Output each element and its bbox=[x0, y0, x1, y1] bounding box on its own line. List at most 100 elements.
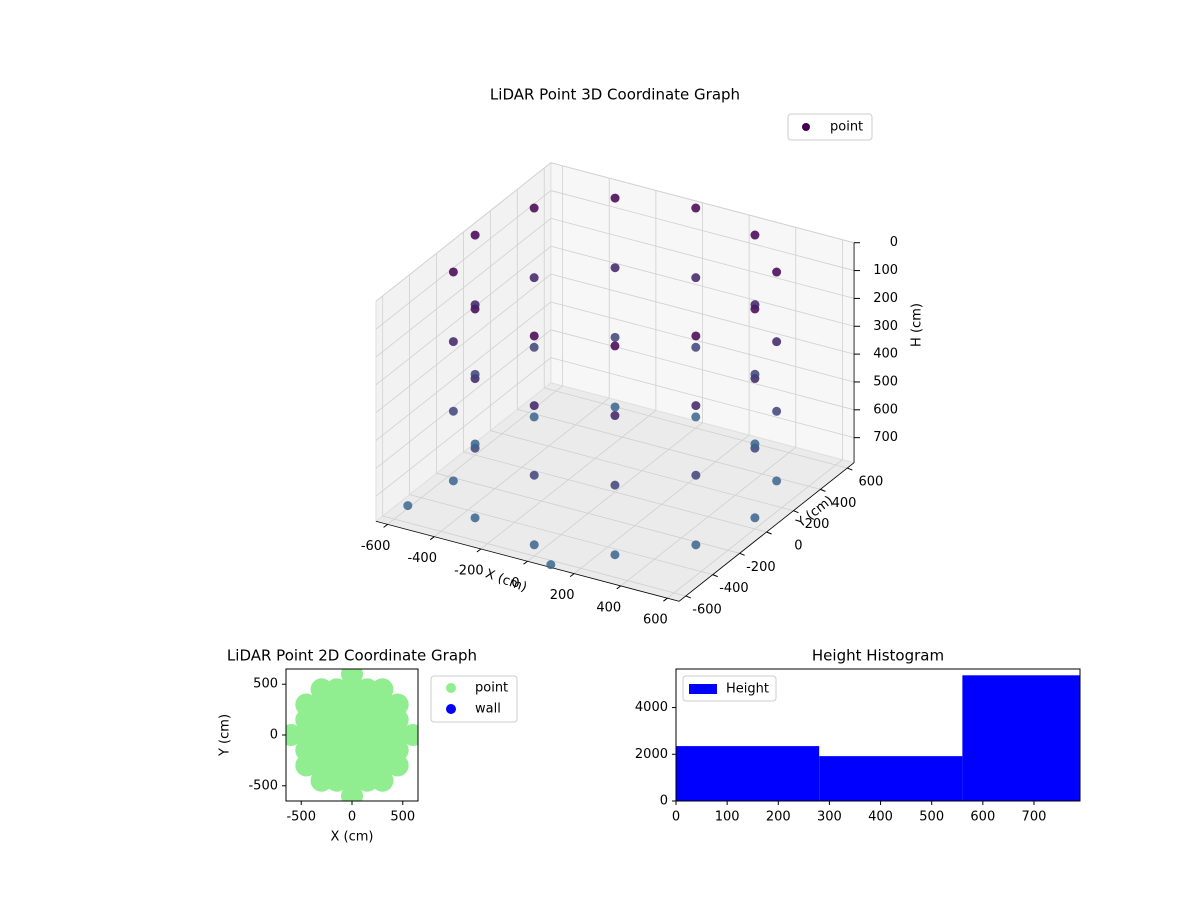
x-axis bbox=[375, 520, 680, 602]
point bbox=[448, 267, 458, 277]
x-tick bbox=[523, 560, 528, 565]
legend-label: Height bbox=[726, 682, 769, 697]
point bbox=[691, 412, 701, 422]
grid-line bbox=[382, 515, 686, 597]
point bbox=[470, 230, 480, 240]
legend-marker bbox=[446, 683, 456, 693]
point bbox=[371, 678, 394, 701]
point bbox=[356, 769, 379, 792]
grid-line bbox=[550, 301, 855, 383]
legend-box bbox=[787, 113, 873, 141]
z-tick-label: 600 bbox=[873, 402, 898, 417]
x-tick-label: 700 bbox=[1022, 810, 1047, 825]
x-tick bbox=[429, 536, 435, 541]
y-axis bbox=[678, 462, 855, 602]
point bbox=[341, 769, 363, 792]
grid-line bbox=[375, 357, 552, 497]
point bbox=[356, 693, 379, 716]
y-tick-label: 500 bbox=[253, 677, 278, 692]
grid-line bbox=[550, 329, 855, 411]
point bbox=[295, 708, 318, 731]
grid-line bbox=[550, 245, 855, 327]
point bbox=[470, 513, 480, 523]
grid-line bbox=[550, 357, 855, 439]
grid-line bbox=[375, 162, 552, 302]
point bbox=[610, 550, 620, 560]
z-tick-label: 400 bbox=[873, 347, 898, 362]
x-axis-label: X (cm) bbox=[331, 830, 374, 845]
point bbox=[750, 230, 760, 240]
chart-title: LiDAR Point 2D Coordinate Graph bbox=[227, 647, 477, 665]
point bbox=[310, 739, 333, 762]
point bbox=[310, 724, 333, 746]
point bbox=[529, 331, 539, 341]
chart-2d: point wall -500 0 500 -500 0 500 X (cm) Y (cm) LiD… bbox=[218, 647, 518, 845]
z-tick-label: 500 bbox=[873, 374, 898, 389]
x-tick-label: -400 bbox=[407, 551, 437, 566]
grid-line bbox=[409, 494, 713, 576]
bar bbox=[676, 746, 820, 801]
grid-line bbox=[490, 430, 794, 512]
point bbox=[386, 724, 409, 746]
y-tick-label: 200 bbox=[805, 517, 830, 532]
z-tick-label: 100 bbox=[873, 263, 898, 278]
point bbox=[325, 769, 348, 792]
y-tick bbox=[793, 510, 799, 514]
point bbox=[691, 273, 701, 283]
x-tick bbox=[476, 548, 482, 553]
point bbox=[325, 693, 348, 716]
y-tick bbox=[685, 595, 691, 599]
x-tick-label: -200 bbox=[454, 563, 484, 578]
y-tick bbox=[712, 574, 718, 578]
x-tick bbox=[616, 585, 622, 590]
point bbox=[356, 708, 379, 731]
point bbox=[529, 342, 539, 352]
x-tick-label: 0 bbox=[511, 576, 519, 591]
point bbox=[772, 406, 782, 416]
point bbox=[371, 708, 394, 731]
y-tick-label: 0 bbox=[794, 539, 802, 554]
grid-line bbox=[436, 472, 740, 554]
x-tick-label: 0 bbox=[348, 810, 356, 825]
point bbox=[310, 708, 333, 731]
point bbox=[295, 693, 318, 716]
point bbox=[356, 754, 379, 777]
point bbox=[295, 724, 318, 746]
point bbox=[371, 769, 394, 792]
grid-line bbox=[550, 273, 855, 355]
point bbox=[610, 402, 620, 412]
y-tick-label: 0 bbox=[270, 728, 278, 743]
legend-marker bbox=[446, 704, 456, 714]
point bbox=[470, 300, 480, 310]
chart-title: Height Histogram bbox=[812, 647, 944, 665]
point bbox=[750, 513, 760, 523]
point bbox=[371, 724, 394, 746]
point bbox=[750, 439, 760, 449]
point bbox=[310, 754, 333, 777]
point bbox=[295, 739, 318, 762]
point bbox=[691, 342, 701, 352]
x-tick-label: -500 bbox=[286, 810, 316, 825]
point bbox=[341, 739, 363, 762]
point bbox=[325, 739, 348, 762]
axes-frame bbox=[675, 668, 1081, 802]
x-tick bbox=[663, 597, 668, 602]
y-tick bbox=[847, 467, 853, 471]
legend-label: point bbox=[830, 120, 863, 135]
point bbox=[529, 203, 539, 213]
chart-3d: -600-400-2000200400600-600-400-200020040… bbox=[361, 86, 925, 628]
x-tick-label: 200 bbox=[766, 810, 791, 825]
point bbox=[610, 480, 620, 490]
point bbox=[286, 724, 303, 746]
legend-label: point bbox=[475, 681, 508, 696]
point bbox=[610, 341, 620, 351]
point bbox=[341, 669, 363, 686]
point bbox=[401, 724, 418, 746]
x-tick-label: 600 bbox=[643, 613, 668, 628]
bar bbox=[819, 756, 963, 801]
legend-box bbox=[682, 675, 777, 702]
y-tick-label: -500 bbox=[248, 778, 278, 793]
point bbox=[310, 769, 333, 792]
y-tick-label: 0 bbox=[660, 794, 668, 809]
point bbox=[772, 337, 782, 347]
